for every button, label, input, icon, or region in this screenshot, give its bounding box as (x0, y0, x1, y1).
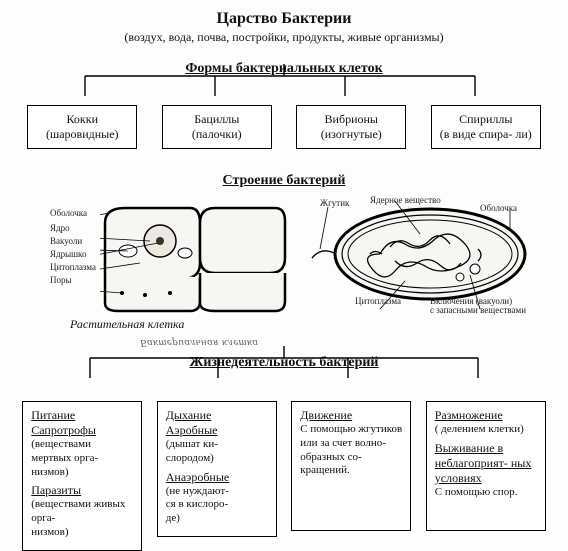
form-box-2: Вибрионы (изогнутые) (296, 105, 406, 149)
life-heading-item: Аэробные (166, 423, 268, 438)
form-desc: (изогнутые) (303, 127, 399, 142)
life-box-0: ПитаниеСапротрофы(веществами мертвых орг… (22, 401, 142, 551)
life-heading-item: Выживание в неблагоприят- ных условиях (435, 441, 537, 486)
form-desc: (в виде спира- ли) (438, 127, 534, 142)
life-box-3: Размножение( делением клетки) Выживание в… (426, 401, 546, 531)
life-heading: Жизнедеятельность бактерий (0, 355, 568, 371)
main-title: Царство Бактерии (0, 0, 568, 28)
structure-label: Включения (вакуоли)с запасными веществам… (430, 297, 526, 316)
life-box-1: ДыханиеАэробные(дышат ки-слородом) Анаэро… (157, 401, 277, 537)
structure-area: Оболочка Ядро Вакуоли Ядрышко Цитоплазма Поры… (0, 193, 568, 353)
form-name: Спириллы (438, 112, 534, 127)
structure-label: Ядерное вещество (370, 196, 441, 205)
mirror-caption: Бактериальная клетка (140, 337, 258, 349)
form-name: Бациллы (169, 112, 265, 127)
life-sub-item: (веществами живых орга-низмов) (31, 498, 133, 539)
life-heading-item: Движение (300, 408, 402, 423)
structure-label: Цитоплазма (355, 297, 401, 306)
page-root: Царство Бактерии (воздух, вода, почва, п… (0, 0, 568, 543)
form-name: Кокки (34, 112, 130, 127)
structure-label: Вакуоли (50, 237, 82, 246)
life-heading-item: Размножение (435, 408, 537, 423)
life-box-2: ДвижениеС помощью жгутиков или за счет в… (291, 401, 411, 531)
life-heading-item: Сапротрофы (31, 423, 133, 438)
structure-heading: Строение бактерий (0, 173, 568, 189)
form-desc: (шаровидные) (34, 127, 130, 142)
structure-label: Поры (50, 276, 72, 285)
forms-row: Кокки (шаровидные) Бациллы (палочки) Виб… (0, 105, 568, 149)
life-heading-item: Анаэробные (166, 470, 268, 485)
structure-label: Ядрышко (50, 250, 86, 259)
structure-label: Оболочка (480, 204, 517, 213)
form-desc: (палочки) (169, 127, 265, 142)
structure-label: Оболочка (50, 209, 87, 218)
life-sub-item: С помощью спор. (435, 486, 537, 500)
form-box-0: Кокки (шаровидные) (27, 105, 137, 149)
life-row: ПитаниеСапротрофы(веществами мертвых орг… (0, 401, 568, 551)
life-sub-item: (дышат ки-слородом) (166, 438, 268, 466)
form-box-3: Спириллы (в виде спира- ли) (431, 105, 541, 149)
form-name: Вибрионы (303, 112, 399, 127)
forms-heading: Формы бактериальных клеток (0, 61, 568, 77)
life-sub-item: (веществами мертвых орга-низмов) (31, 438, 133, 479)
main-subtitle: (воздух, вода, почва, постройки, продукт… (0, 30, 568, 45)
life-sub-item: ( делением клетки) (435, 423, 537, 437)
form-box-1: Бациллы (палочки) (162, 105, 272, 149)
structure-label: Ядро (50, 224, 70, 233)
life-heading-item: Питание (31, 408, 133, 423)
life-sub-item: (не нуждают-ся в кислоро-де) (166, 485, 268, 526)
structure-label: Жгутик (320, 199, 349, 208)
plant-caption: Растительная клетка (70, 317, 184, 332)
life-heading-item: Дыхание (166, 408, 268, 423)
life-sub-item: С помощью жгутиков или за счет волно-обр… (300, 423, 402, 478)
life-heading-item: Паразиты (31, 483, 133, 498)
structure-label: Цитоплазма (50, 263, 96, 272)
